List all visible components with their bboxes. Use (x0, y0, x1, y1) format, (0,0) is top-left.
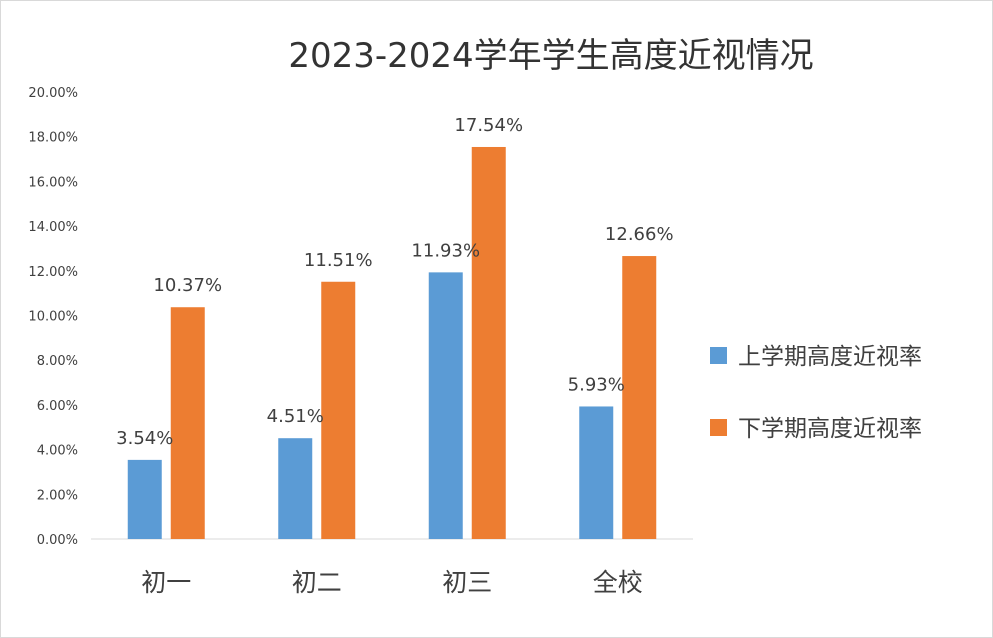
y-tick-label: 18.00% (28, 131, 78, 146)
data-label: 17.54% (454, 115, 523, 136)
y-tick-label: 0.00% (37, 533, 78, 548)
data-label: 12.66% (605, 224, 674, 245)
y-tick-label: 4.00% (37, 444, 78, 459)
bar-second-term (170, 307, 205, 539)
x-category-label: 初二 (292, 568, 342, 597)
x-axis: 初一 初二 初三 全校 (141, 568, 643, 597)
bars (127, 146, 657, 539)
bar-second-term (321, 281, 356, 539)
data-label: 10.37% (153, 275, 222, 296)
x-category-label: 初一 (141, 568, 191, 597)
bar-second-term (622, 256, 657, 539)
y-tick-label: 20.00% (28, 86, 78, 101)
y-tick-label: 16.00% (28, 175, 78, 190)
x-category-label: 初三 (442, 568, 492, 597)
data-label: 11.93% (411, 240, 480, 261)
x-category-label: 全校 (593, 568, 643, 597)
data-labels: 3.54% 10.37% 4.51% 11.51% 11.93% 17.54% 5.93% 1… (116, 115, 673, 449)
data-label: 5.93% (568, 374, 625, 395)
legend-label: 上学期高度近视率 (738, 344, 922, 370)
legend-label: 下学期高度近视率 (738, 416, 922, 442)
bar-first-term (278, 438, 313, 539)
bar-first-term (579, 406, 614, 539)
y-tick-label: 14.00% (28, 220, 78, 235)
legend-swatch (710, 347, 727, 364)
bar-first-term (127, 459, 162, 539)
y-tick-label: 10.00% (28, 310, 78, 325)
data-label: 11.51% (304, 250, 373, 271)
bar-second-term (471, 146, 506, 539)
y-tick-label: 6.00% (37, 399, 78, 414)
y-tick-label: 2.00% (37, 488, 78, 503)
y-tick-label: 8.00% (37, 354, 78, 369)
bar-first-term (428, 272, 463, 539)
y-axis: 0.00% 2.00% 4.00% 6.00% 8.00% 10.00% 12.00% 14.… (28, 86, 78, 548)
legend-swatch (710, 419, 727, 436)
chart-title: 2023-2024学年学生高度近视情况 (288, 36, 813, 76)
data-label: 3.54% (116, 428, 173, 449)
y-tick-label: 12.00% (28, 265, 78, 280)
data-label: 4.51% (267, 406, 324, 427)
